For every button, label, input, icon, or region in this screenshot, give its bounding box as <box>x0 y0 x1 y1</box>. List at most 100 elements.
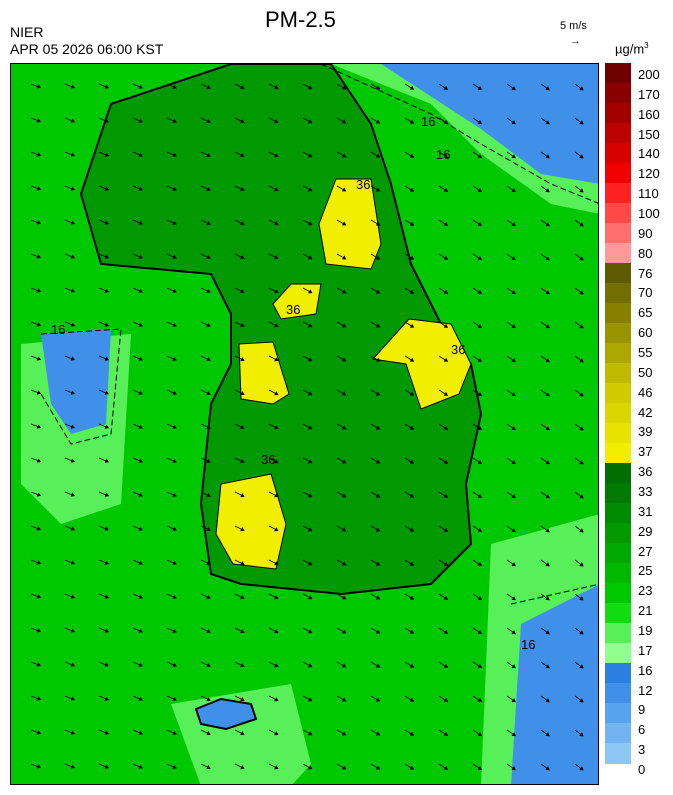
wind-arrowhead-icon <box>206 85 211 90</box>
legend-label: 19 <box>638 623 653 638</box>
wind-arrowhead-icon <box>172 526 177 531</box>
wind-arrowhead-icon <box>375 187 381 192</box>
wind-arrowhead-icon <box>70 526 76 531</box>
wind-arrowhead-icon <box>409 187 415 192</box>
wind-arrowhead-icon <box>172 730 177 735</box>
wind-arrowhead-icon <box>240 425 245 430</box>
wind-arrowhead-icon <box>274 731 279 736</box>
wind-arrowhead-icon <box>240 493 245 498</box>
wind-arrowhead-icon <box>545 528 550 533</box>
wind-arrowhead-icon <box>70 84 76 89</box>
wind-arrowhead-icon <box>36 390 42 395</box>
wind-arrowhead-icon <box>36 526 42 531</box>
legend-label: 70 <box>638 285 653 301</box>
wind-arrowhead-icon <box>477 562 482 566</box>
wind-arrowhead-icon <box>104 390 109 395</box>
wind-arrowhead-icon <box>545 256 550 261</box>
wind-arrowhead-icon <box>579 222 584 227</box>
legend-label: 27 <box>638 543 653 559</box>
wind-arrowhead-icon <box>477 664 482 668</box>
wind-arrowhead-icon <box>375 85 381 90</box>
wind-arrowhead-icon <box>342 119 347 124</box>
wind-arrowhead-icon <box>579 392 584 397</box>
wind-arrowhead-icon <box>308 493 313 498</box>
wind-arrowhead-icon <box>172 594 177 599</box>
legend-swatch <box>605 123 631 144</box>
legend-label: 25 <box>638 563 653 579</box>
wind-arrowhead-icon <box>172 424 177 429</box>
legend-label: 160 <box>638 106 660 122</box>
wind-arrowhead-icon <box>36 152 42 157</box>
wind-arrowhead-icon <box>70 118 76 123</box>
wind-arrowhead-icon <box>308 425 313 430</box>
wind-arrowhead-icon <box>375 663 381 668</box>
legend-label: 37 <box>638 444 653 460</box>
wind-arrowhead-icon <box>409 595 415 600</box>
wind-arrowhead-icon <box>206 459 211 464</box>
legend-label: 3 <box>638 742 646 758</box>
wind-arrowhead-icon <box>138 560 143 565</box>
wind-arrowhead-icon <box>545 664 550 669</box>
wind-arrowhead-icon <box>477 426 482 430</box>
hotspot-west <box>238 341 290 405</box>
wind-arrowhead-icon <box>342 187 347 192</box>
wind-arrowhead-icon <box>477 630 482 634</box>
legend-swatch <box>605 643 631 664</box>
wind-arrowhead-icon <box>138 628 143 633</box>
wind-arrowhead-icon <box>274 697 279 702</box>
wind-arrowhead-icon <box>579 732 584 737</box>
wind-arrowhead-icon <box>138 356 143 361</box>
wind-arrowhead-icon <box>206 289 211 294</box>
wind-arrowhead-icon <box>240 697 245 702</box>
wind-arrowhead-icon <box>172 220 177 225</box>
southeast-contour <box>510 583 598 605</box>
legend-swatch <box>605 283 631 304</box>
wind-arrowhead-icon <box>375 527 381 532</box>
wind-arrowhead-icon <box>240 663 245 668</box>
legend-swatch <box>605 483 631 504</box>
wind-arrowhead-icon <box>274 765 279 770</box>
wind-arrowhead-icon <box>206 629 211 634</box>
wind-arrowhead-icon <box>579 426 584 431</box>
wind-arrowhead-icon <box>274 527 279 532</box>
wind-arrowhead-icon <box>172 696 177 701</box>
wind-arrowhead-icon <box>240 527 245 532</box>
wind-arrowhead-icon <box>375 595 381 600</box>
legend-swatch <box>605 143 631 164</box>
wind-arrowhead-icon <box>240 391 245 396</box>
wind-arrowhead-icon <box>70 560 76 565</box>
wind-arrowhead-icon <box>443 595 449 600</box>
wind-arrowhead-icon <box>375 323 381 328</box>
wind-arrowhead-icon <box>342 629 347 634</box>
wind-arrowhead-icon <box>477 528 482 532</box>
legend-label: 120 <box>638 166 660 182</box>
wind-arrowhead-icon <box>477 86 482 90</box>
wind-arrowhead-icon <box>409 425 415 430</box>
wind-arrowhead-icon <box>511 256 516 261</box>
wind-arrowhead-icon <box>70 594 76 599</box>
wind-arrowhead-icon <box>104 628 109 633</box>
legend-label: 150 <box>638 126 660 142</box>
wind-arrowhead-icon <box>274 85 279 90</box>
wind-arrowhead-icon <box>308 85 313 90</box>
contour-label: 36 <box>356 177 370 192</box>
wind-arrowhead-icon <box>477 188 482 192</box>
wind-arrowhead-icon <box>172 356 177 361</box>
wind-arrowhead-icon <box>443 119 449 124</box>
legend-swatch <box>605 663 631 684</box>
wind-arrowhead-icon <box>342 459 347 464</box>
legend-label: 80 <box>638 245 653 261</box>
wind-arrowhead-icon <box>579 562 584 567</box>
wind-arrowhead-icon <box>511 630 516 635</box>
wind-arrowhead-icon <box>206 493 211 498</box>
wind-arrowhead-icon <box>104 492 109 497</box>
legend-swatch <box>605 683 631 704</box>
legend-swatch <box>605 743 631 764</box>
wind-arrowhead-icon <box>274 595 279 600</box>
wind-arrowhead-icon <box>511 732 516 737</box>
wind-arrowhead-icon <box>36 186 42 191</box>
wind-arrowhead-icon <box>579 358 584 363</box>
wind-arrowhead-icon <box>274 425 279 430</box>
wind-arrowhead-icon <box>70 390 76 395</box>
legend-label: 90 <box>638 225 653 241</box>
